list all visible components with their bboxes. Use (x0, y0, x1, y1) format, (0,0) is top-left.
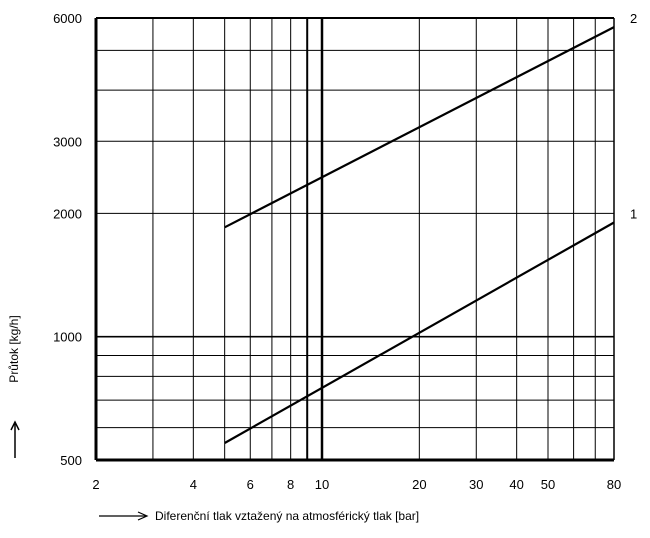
y-axis-label: Průtok [kg/h] (7, 315, 21, 383)
x-tick-label: 2 (92, 477, 99, 492)
y-tick-label: 3000 (53, 134, 82, 149)
x-tick-label: 40 (509, 477, 523, 492)
series-line-1 (224, 221, 615, 444)
x-tick-label: 6 (247, 477, 254, 492)
series-line-2 (224, 26, 615, 229)
y-axis-arrow-icon (10, 420, 20, 458)
series-label-1: 1 (630, 207, 637, 222)
x-axis-arrow-icon (99, 511, 149, 521)
x-tick-label: 50 (541, 477, 555, 492)
y-tick-labels: 500 1000 2000 3000 6000 (53, 11, 82, 468)
series-labels: 12 (630, 11, 637, 221)
y-tick-label: 1000 (53, 330, 82, 345)
series-label-2: 2 (630, 11, 637, 26)
x-axis-label: Diferenční tlak vztažený na atmosférický… (155, 509, 420, 523)
y-axis-label-group: Průtok [kg/h] (6, 300, 22, 400)
x-tick-label: 8 (287, 477, 294, 492)
x-tick-labels: 2 4 6 8 10 20 30 40 50 80 (92, 477, 621, 492)
x-tick-label: 10 (315, 477, 329, 492)
y-tick-label: 500 (60, 453, 82, 468)
x-tick-label: 4 (190, 477, 197, 492)
x-tick-label: 30 (469, 477, 483, 492)
x-tick-label: 20 (412, 477, 426, 492)
y-tick-label: 6000 (53, 11, 82, 26)
x-tick-label: 80 (607, 477, 621, 492)
y-tick-label: 2000 (53, 206, 82, 221)
grid (94, 17, 615, 462)
series-lines (224, 26, 615, 444)
